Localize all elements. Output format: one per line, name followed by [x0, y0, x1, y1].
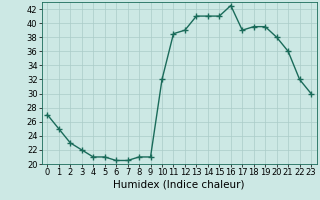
X-axis label: Humidex (Indice chaleur): Humidex (Indice chaleur): [114, 180, 245, 190]
